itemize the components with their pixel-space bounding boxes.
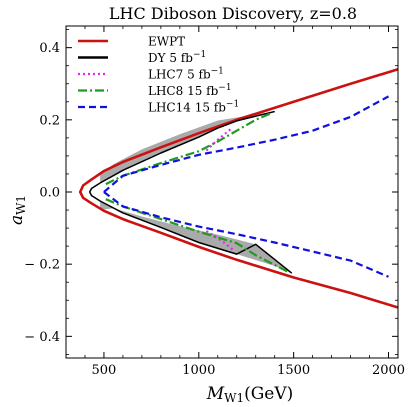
legend-label-2: LHC7 5 fb−1 bbox=[148, 67, 224, 82]
shaded-region bbox=[100, 111, 292, 274]
series-lines bbox=[78, 68, 398, 309]
series-line-0-0 bbox=[78, 68, 398, 309]
x-tick-label-3: 2000 bbox=[372, 363, 405, 378]
series-line-4-1 bbox=[103, 191, 389, 278]
y-tick-label-3: 0.2 bbox=[39, 113, 60, 128]
chart-title: LHC Diboson Discovery, z=0.8 bbox=[109, 4, 357, 23]
series-line-1-0 bbox=[88, 110, 293, 274]
legend-label-1: DY 5 fb−1 bbox=[148, 50, 206, 65]
plot-background bbox=[66, 26, 398, 358]
y-tick-label-0: − 0.4 bbox=[24, 330, 60, 345]
x-tick-label-2: 1500 bbox=[277, 363, 310, 378]
series-line-2-1 bbox=[205, 230, 234, 251]
legend-label-3: LHC8 15 fb−1 bbox=[148, 83, 232, 98]
y-axis-label: aW1 bbox=[7, 195, 28, 225]
x-tick-label-1: 1000 bbox=[182, 363, 215, 378]
plot-area bbox=[66, 26, 398, 358]
y-tick-label-1: − 0.2 bbox=[24, 258, 60, 273]
series-line-4-0 bbox=[103, 95, 390, 193]
axis-ticks: 500 1000 1500 2000 − 0.4 − 0.2 0.0 0.2 0.4 bbox=[24, 26, 405, 378]
x-tick-label-0: 500 bbox=[92, 363, 117, 378]
shaded-region-lower bbox=[100, 201, 292, 274]
series-line-2-0 bbox=[205, 127, 232, 152]
y-tick-label-4: 0.4 bbox=[39, 41, 60, 56]
y-tick-label-2: 0.0 bbox=[39, 186, 60, 201]
x-axis-label: MW1(GeV) bbox=[206, 384, 294, 405]
legend-label-0: EWPT bbox=[148, 35, 185, 49]
legend-label-4: LHC14 15 fb−1 bbox=[148, 100, 239, 115]
series-line-3-0 bbox=[105, 112, 272, 186]
